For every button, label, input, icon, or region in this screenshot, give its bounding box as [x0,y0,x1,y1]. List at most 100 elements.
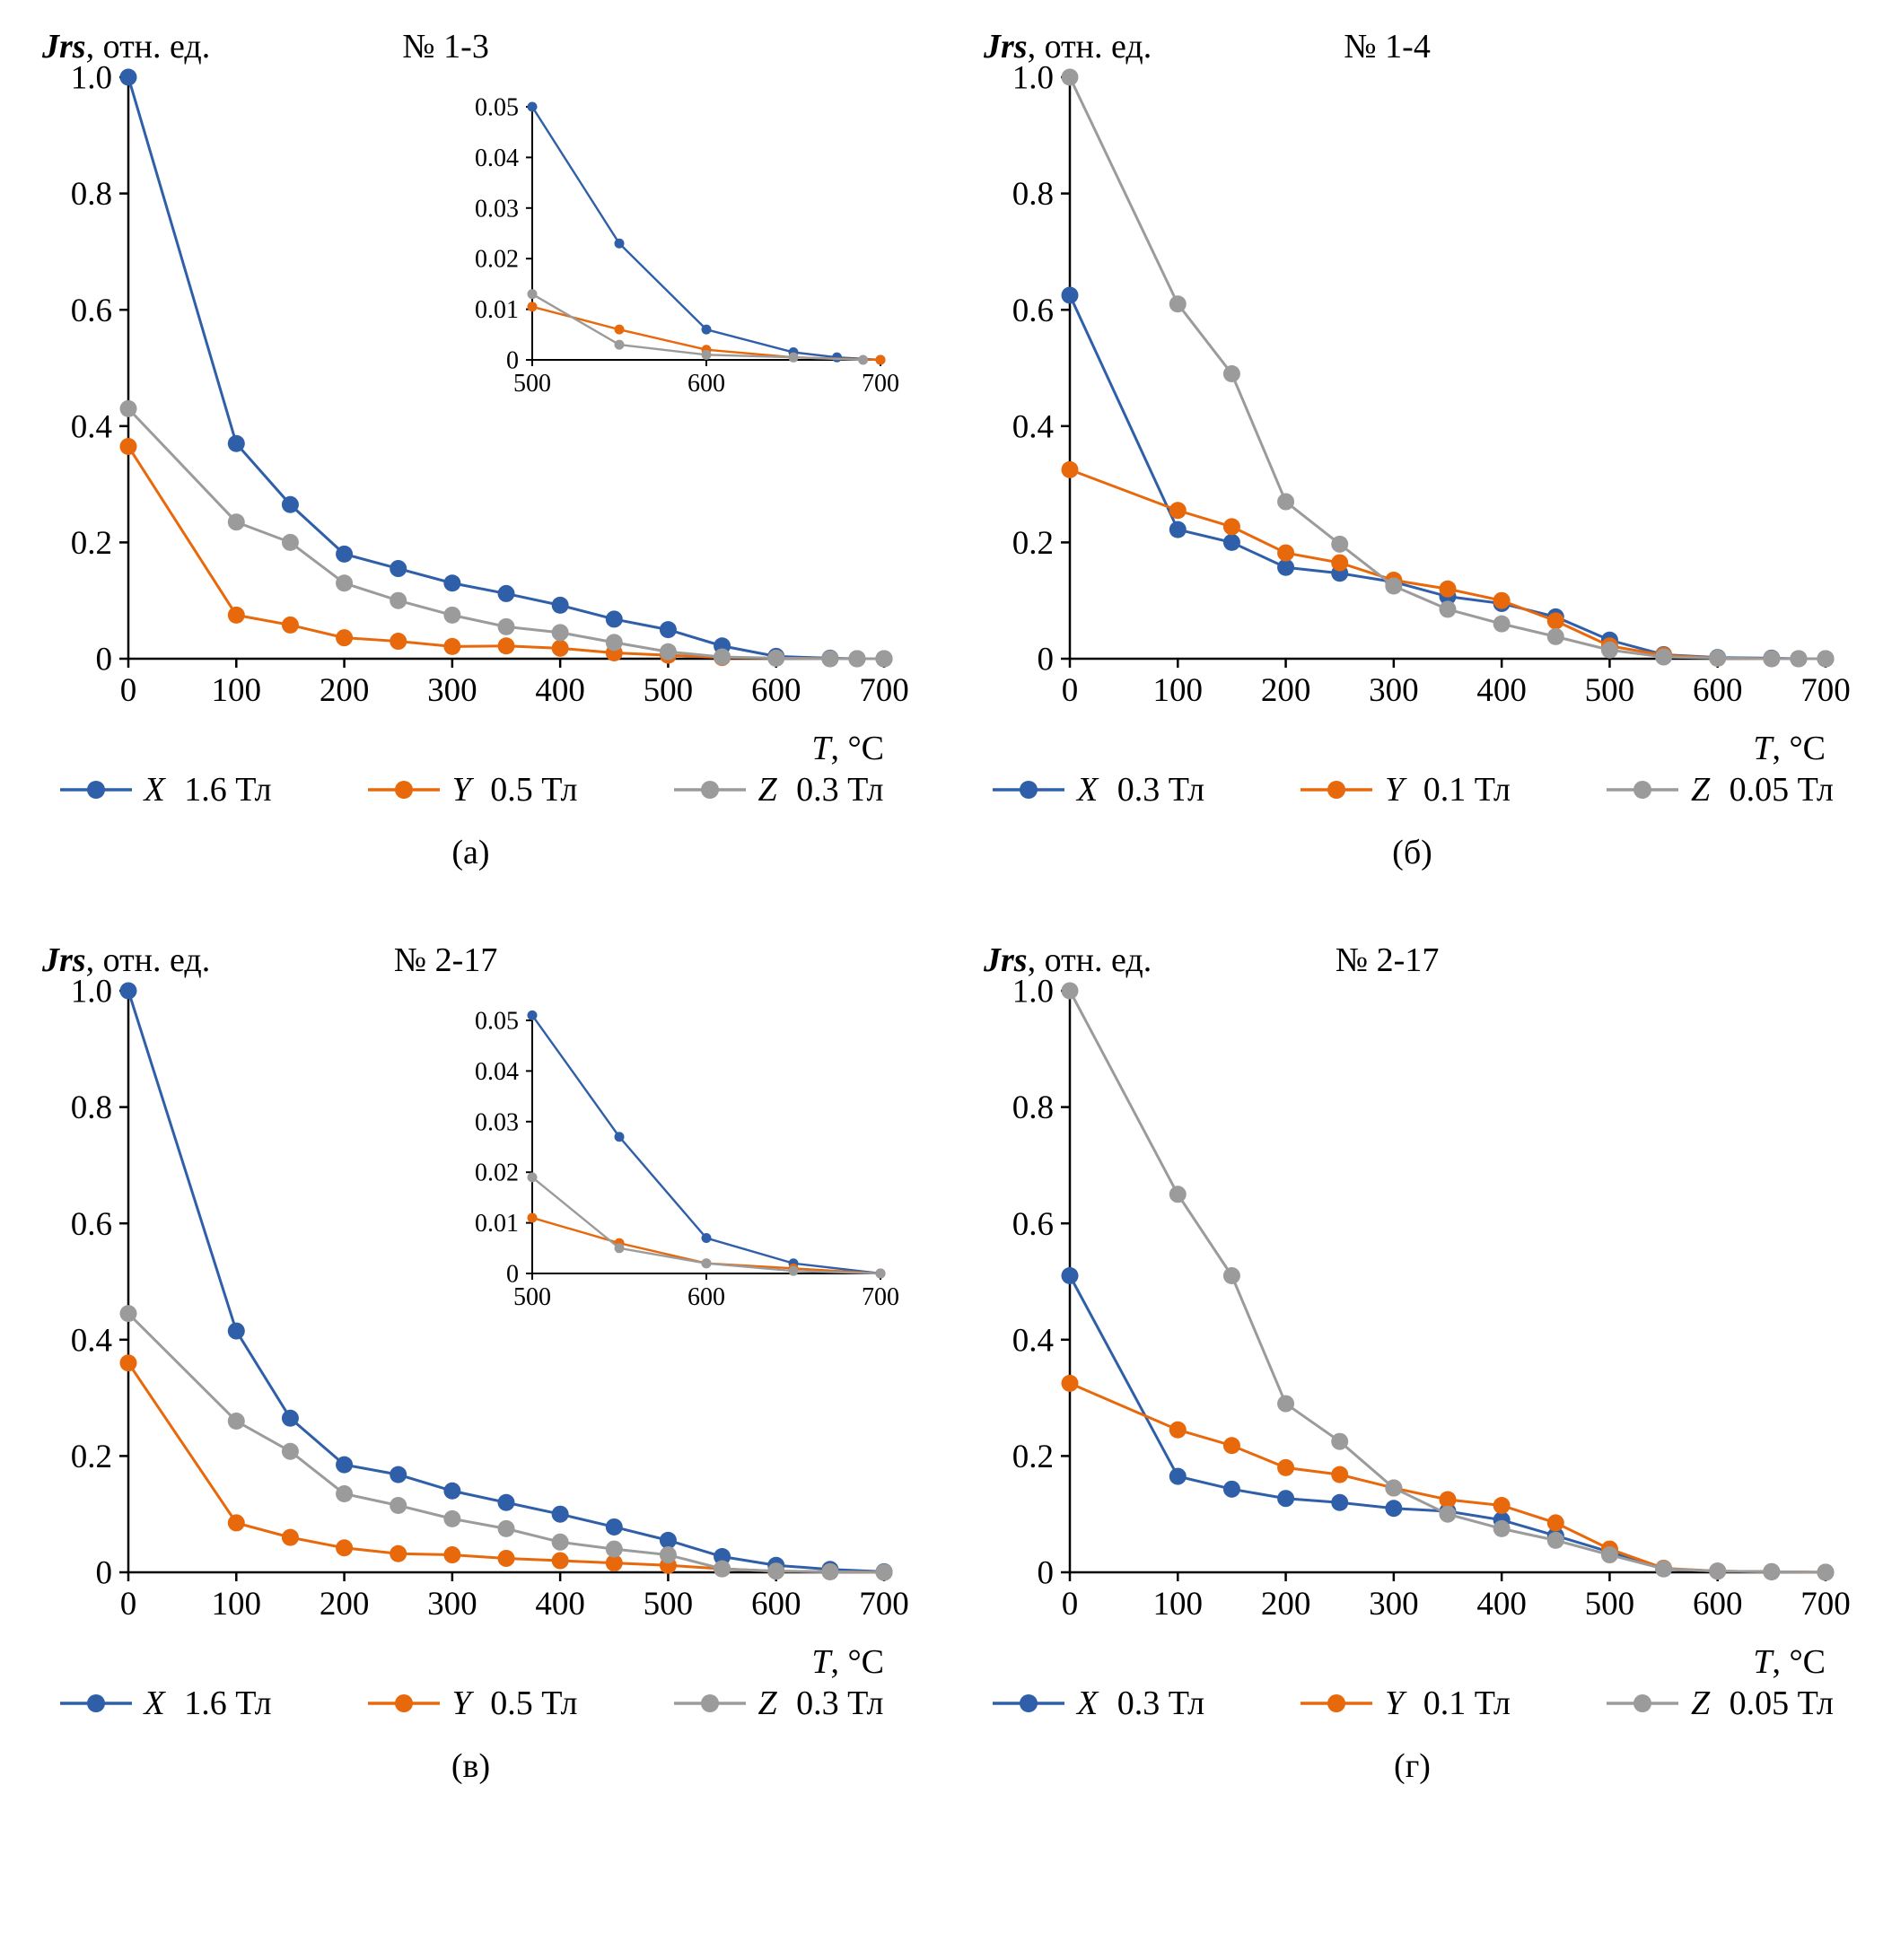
svg-text:100: 100 [1152,672,1203,709]
legend-series-field: 0.5 Тл [481,771,578,809]
svg-text:600: 600 [688,1283,725,1311]
legend-b: X 0.3 Тл Y 0.1 Тл Z 0.05 Тл [942,770,1883,809]
svg-text:№ 2-17: № 2-17 [1335,941,1438,979]
svg-text:0.4: 0.4 [1012,408,1053,445]
caption-g: (г) [1394,1747,1431,1785]
svg-text:400: 400 [1476,1586,1527,1623]
svg-text:0: 0 [119,672,136,709]
svg-text:0.8: 0.8 [1012,1089,1053,1126]
figure-grid: 0 100 200 300 400 500 600 700 0 0.2 0.4 0.6 0.8 1.0 Jr… [0,22,1883,1786]
svg-text:400: 400 [535,1586,585,1623]
legend-marker-icon [367,1694,440,1712]
svg-text:0.04: 0.04 [475,144,519,172]
legend-item: Y 0.5 Тл [366,1684,578,1723]
svg-text:300: 300 [427,1586,477,1623]
legend-series-field: 0.3 Тл [1108,771,1205,809]
legend-item: X 0.3 Тл [991,770,1204,809]
svg-text:0: 0 [119,1586,136,1623]
svg-text:0.8: 0.8 [70,1089,111,1126]
legend-marker-icon [673,781,746,799]
legend-marker-icon [1607,1694,1678,1712]
legend-series-variable: Z [1691,1684,1711,1722]
legend-series-variable: Z [1691,771,1711,809]
svg-text:0.03: 0.03 [475,1108,519,1136]
svg-text:0: 0 [95,1555,112,1592]
svg-text:0.04: 0.04 [475,1058,519,1086]
svg-text:700: 700 [859,1586,909,1623]
legend-marker-icon [1301,781,1373,799]
svg-text:600: 600 [688,370,725,398]
legend-marker-icon [367,781,440,799]
legend-series-field: 0.1 Тл [1414,771,1511,809]
svg-text:500: 500 [1584,672,1634,709]
svg-text:T, °C: T, °C [1753,1643,1826,1680]
legend-series-variable: Y [451,1684,471,1722]
legend-series-variable: X [144,771,165,809]
legend-item: Y 0.1 Тл [1299,770,1511,809]
legend-item: Y 0.5 Тл [366,770,578,809]
svg-text:0.02: 0.02 [475,246,519,274]
legend-series-variable: X [144,1684,165,1722]
svg-text:500: 500 [513,1283,551,1311]
panel-v: 0 100 200 300 400 500 600 700 0 0.2 0.4 0.6 0.8 1.0 Jr… [0,935,942,1786]
svg-text:100: 100 [211,672,261,709]
caption-b: (б) [1392,834,1432,871]
svg-text:Jrs, отн. ед.: Jrs, отн. ед. [41,941,210,979]
svg-text:0.6: 0.6 [70,293,111,329]
legend-series-variable: Z [758,771,777,809]
svg-text:0.6: 0.6 [70,1206,111,1243]
svg-text:400: 400 [1476,672,1527,709]
legend-item: Z 0.3 Тл [672,770,883,809]
chart-b: 0 100 200 300 400 500 600 700 0 0.2 0.4 0.6 0.8 1.0Jr… [983,28,1851,766]
svg-text:500: 500 [643,672,693,709]
svg-text:500: 500 [643,1586,693,1623]
svg-text:0: 0 [506,347,519,375]
svg-text:0.4: 0.4 [70,408,111,445]
svg-text:0.6: 0.6 [1012,293,1053,329]
svg-text:400: 400 [535,672,585,709]
svg-text:№ 1-3: № 1-3 [402,28,488,66]
svg-text:700: 700 [862,370,899,398]
svg-text:500: 500 [1584,1586,1634,1623]
svg-text:0.05: 0.05 [475,1008,519,1036]
svg-text:0.6: 0.6 [1012,1206,1053,1243]
svg-text:600: 600 [1692,672,1742,709]
svg-text:700: 700 [1800,672,1851,709]
svg-text:300: 300 [1369,1586,1419,1623]
chart-v: 0 100 200 300 400 500 600 700 0 0.2 0.4 0.6 0.8 1.0Jr… [41,941,909,1680]
svg-text:600: 600 [750,672,801,709]
svg-text:0.02: 0.02 [475,1159,519,1187]
legend-series-variable: X [1077,1684,1099,1722]
legend-series-variable: X [1077,771,1099,809]
svg-text:0.2: 0.2 [70,1439,111,1475]
svg-text:700: 700 [859,672,909,709]
legend-marker-icon [1607,781,1678,799]
svg-text:Jrs, отн. ед.: Jrs, отн. ед. [983,941,1152,979]
svg-text:Jrs, отн. ед.: Jrs, отн. ед. [41,28,210,66]
svg-text:0: 0 [1061,1586,1078,1623]
svg-text:1.0: 1.0 [70,60,111,97]
svg-text:Jrs, отн. ед.: Jrs, отн. ед. [983,28,1152,66]
panel-a: 0 100 200 300 400 500 600 700 0 0.2 0.4 0.6 0.8 1.0 Jr… [0,22,942,872]
svg-text:1.0: 1.0 [1012,974,1053,1011]
legend-item: Y 0.1 Тл [1299,1684,1511,1723]
panel-b: 0 100 200 300 400 500 600 700 0 0.2 0.4 0.6 0.8 1.0 Jr… [942,22,1883,872]
legend-series-field: 0.3 Тл [787,1684,884,1722]
legend-item: Z 0.05 Тл [1605,770,1834,809]
svg-text:0.05: 0.05 [475,94,519,122]
legend-series-field: 0.3 Тл [1108,1684,1205,1722]
legend-series-field: 1.6 Тл [175,1684,272,1722]
svg-text:0.8: 0.8 [1012,176,1053,213]
legend-marker-icon [993,781,1065,799]
svg-text:0.4: 0.4 [1012,1322,1053,1359]
svg-text:600: 600 [1692,1586,1742,1623]
legend-series-field: 1.6 Тл [175,771,272,809]
svg-text:300: 300 [427,672,477,709]
svg-text:700: 700 [1800,1586,1851,1623]
legend-series-field: 0.1 Тл [1414,1684,1511,1722]
svg-text:200: 200 [1260,1586,1310,1623]
caption-a: (а) [451,834,490,871]
legend-item: X 1.6 Тл [58,1684,272,1723]
legend-item: X 0.3 Тл [991,1684,1204,1723]
svg-text:T, °C: T, °C [811,1643,884,1680]
